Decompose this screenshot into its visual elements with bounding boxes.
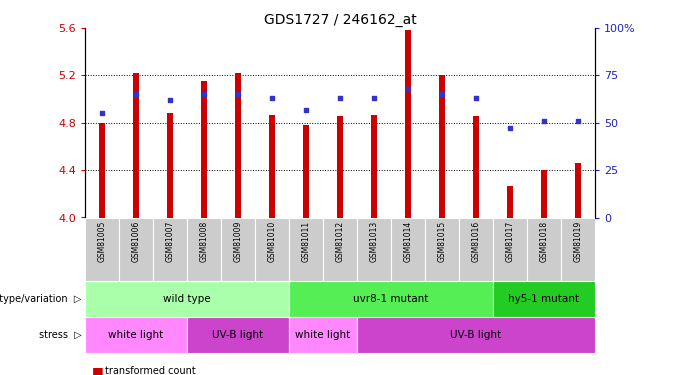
Point: [335, 95, 345, 101]
Bar: [289, 317, 357, 352]
Text: GSM81017: GSM81017: [505, 220, 515, 262]
Point: [369, 95, 379, 101]
Point: [437, 92, 447, 98]
Bar: [541, 170, 547, 217]
Text: ■: ■: [92, 365, 103, 375]
Text: GSM81010: GSM81010: [267, 220, 277, 262]
Text: GSM81014: GSM81014: [403, 220, 413, 262]
Point: [573, 118, 583, 124]
Bar: [459, 217, 493, 281]
Point: [165, 97, 175, 103]
Title: GDS1727 / 246162_at: GDS1727 / 246162_at: [264, 13, 416, 27]
Text: GSM81012: GSM81012: [335, 220, 345, 262]
Bar: [527, 217, 561, 281]
Bar: [357, 317, 595, 352]
Bar: [575, 163, 581, 218]
Text: GSM81016: GSM81016: [471, 220, 481, 262]
Text: hy5-1 mutant: hy5-1 mutant: [509, 294, 579, 304]
Point: [471, 95, 481, 101]
Text: GSM81007: GSM81007: [165, 220, 175, 262]
Text: GSM81015: GSM81015: [437, 220, 447, 262]
Bar: [119, 217, 153, 281]
Bar: [289, 217, 323, 281]
Point: [539, 118, 549, 124]
Bar: [99, 123, 105, 218]
Bar: [493, 281, 595, 317]
Bar: [85, 317, 187, 352]
Text: GSM81006: GSM81006: [131, 220, 141, 262]
Bar: [167, 113, 173, 218]
Text: uvr8-1 mutant: uvr8-1 mutant: [354, 294, 428, 304]
Text: UV-B light: UV-B light: [212, 330, 264, 340]
Point: [505, 126, 515, 132]
Text: GSM81009: GSM81009: [233, 220, 243, 262]
Text: genotype/variation  ▷: genotype/variation ▷: [0, 294, 82, 304]
Bar: [303, 125, 309, 218]
Bar: [85, 217, 119, 281]
Point: [233, 92, 243, 98]
Bar: [425, 217, 459, 281]
Text: GSM81019: GSM81019: [573, 220, 583, 262]
Bar: [255, 217, 289, 281]
Bar: [493, 217, 527, 281]
Text: stress  ▷: stress ▷: [39, 330, 82, 340]
Bar: [221, 217, 255, 281]
Text: wild type: wild type: [163, 294, 211, 304]
Bar: [337, 116, 343, 218]
Bar: [269, 114, 275, 218]
Bar: [187, 217, 221, 281]
Point: [131, 92, 141, 98]
Bar: [439, 75, 445, 217]
Text: GSM81008: GSM81008: [199, 220, 209, 262]
Bar: [561, 217, 595, 281]
Text: GSM81018: GSM81018: [539, 220, 549, 262]
Point: [403, 86, 413, 92]
Bar: [371, 114, 377, 218]
Text: UV-B light: UV-B light: [450, 330, 502, 340]
Bar: [289, 281, 493, 317]
Text: transformed count: transformed count: [105, 366, 196, 375]
Text: GSM81005: GSM81005: [97, 220, 107, 262]
Bar: [201, 81, 207, 218]
Text: white light: white light: [295, 330, 351, 340]
Bar: [323, 217, 357, 281]
Text: GSM81011: GSM81011: [301, 220, 311, 262]
Text: GSM81013: GSM81013: [369, 220, 379, 262]
Point: [199, 92, 209, 98]
Bar: [133, 73, 139, 217]
Bar: [153, 217, 187, 281]
Bar: [405, 30, 411, 217]
Point: [301, 106, 311, 112]
Bar: [187, 317, 289, 352]
Point: [97, 110, 107, 116]
Bar: [85, 281, 289, 317]
Bar: [473, 116, 479, 218]
Bar: [357, 217, 391, 281]
Bar: [507, 186, 513, 218]
Bar: [391, 217, 425, 281]
Text: white light: white light: [108, 330, 164, 340]
Point: [267, 95, 277, 101]
Bar: [235, 73, 241, 217]
